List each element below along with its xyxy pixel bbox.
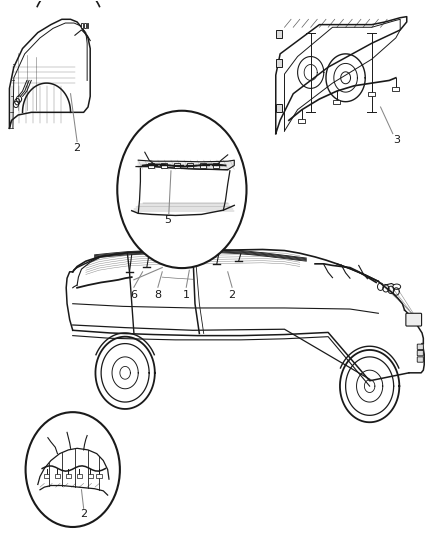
Bar	[200, 163, 206, 168]
Bar	[96, 474, 102, 478]
Bar	[174, 163, 180, 168]
Bar	[81, 23, 83, 28]
Bar	[213, 163, 219, 168]
FancyBboxPatch shape	[417, 351, 424, 356]
Text: 8: 8	[154, 290, 162, 300]
Ellipse shape	[393, 284, 401, 289]
Bar	[87, 23, 88, 28]
Bar	[392, 87, 399, 91]
Bar	[333, 100, 340, 104]
Text: 2: 2	[74, 143, 81, 152]
Bar	[44, 474, 49, 478]
Bar	[148, 163, 154, 168]
Text: 2: 2	[80, 510, 87, 520]
Text: 1: 1	[183, 290, 190, 300]
Text: 2: 2	[229, 290, 236, 300]
Bar	[66, 474, 71, 478]
Bar	[276, 59, 283, 67]
Bar	[55, 474, 60, 478]
Bar	[161, 163, 167, 168]
FancyBboxPatch shape	[417, 357, 424, 362]
Text: 6: 6	[131, 290, 138, 300]
Polygon shape	[138, 160, 234, 169]
Bar	[187, 163, 193, 168]
FancyBboxPatch shape	[417, 344, 424, 350]
Circle shape	[117, 111, 247, 268]
FancyBboxPatch shape	[406, 313, 422, 326]
Circle shape	[25, 412, 120, 527]
Bar	[84, 23, 86, 28]
Bar	[298, 119, 305, 123]
Bar	[77, 474, 82, 478]
Bar	[368, 92, 375, 96]
Text: 5: 5	[164, 215, 171, 225]
Text: 3: 3	[394, 135, 401, 144]
Bar	[276, 30, 283, 38]
Bar	[276, 104, 283, 112]
Bar	[88, 474, 93, 478]
